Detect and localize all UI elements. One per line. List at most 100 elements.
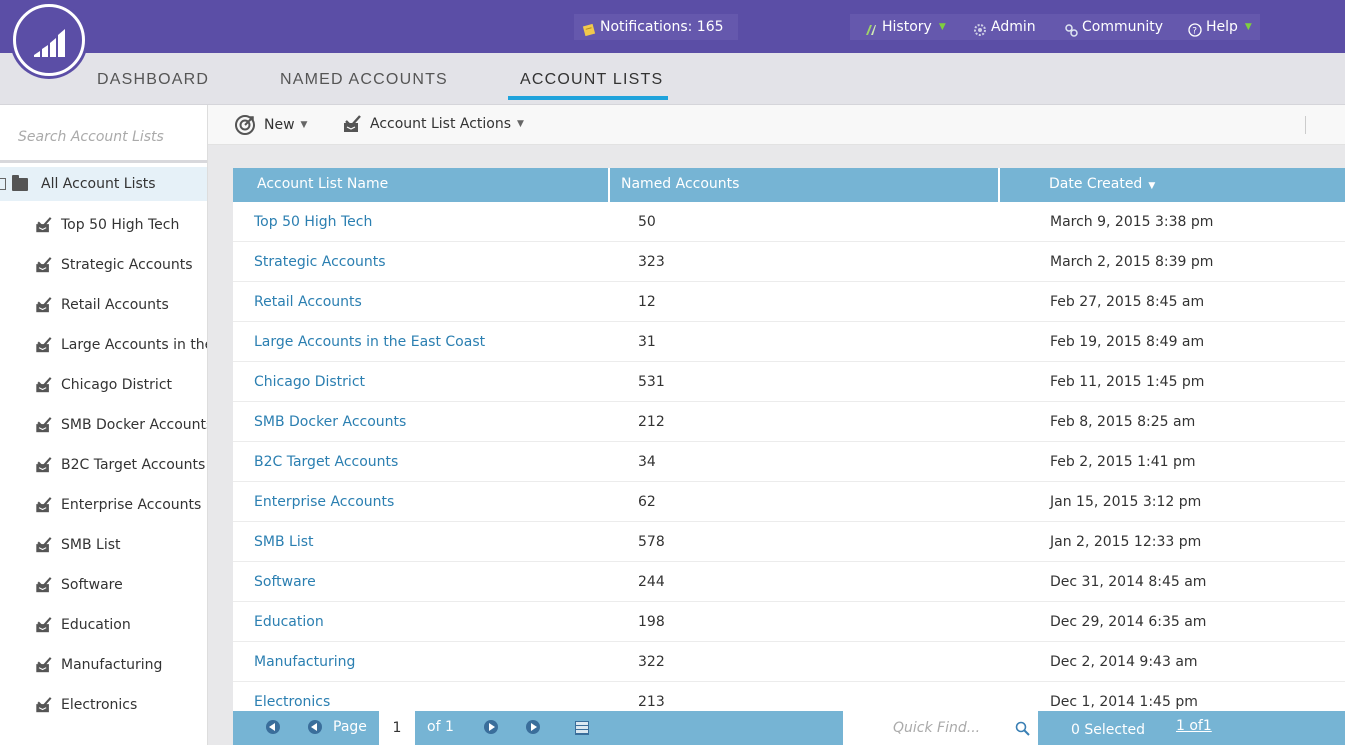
table-row[interactable]: Chicago District 531 Feb 11, 2015 1:45 pm	[233, 362, 1345, 402]
account-list-icon	[34, 656, 53, 674]
next-page-icon[interactable]	[484, 720, 498, 734]
sidebar-item[interactable]: Manufacturing	[0, 645, 207, 685]
account-list-name-link[interactable]: Electronics	[254, 694, 331, 710]
sidebar-item[interactable]: SMB List	[0, 525, 207, 565]
column-header-date-created[interactable]: Date Created ▼	[1000, 168, 1345, 202]
tab-account-lists[interactable]: ACCOUNT LISTS	[520, 71, 664, 88]
column-header-name[interactable]: Account List Name	[233, 168, 610, 202]
sidebar-item[interactable]: Education	[0, 605, 207, 645]
gear-icon	[973, 20, 987, 36]
date-created: March 9, 2015 3:38 pm	[1050, 214, 1214, 230]
account-list-name-link[interactable]: B2C Target Accounts	[254, 454, 399, 470]
logo-bars-icon	[34, 29, 65, 57]
help-menu[interactable]: ? Help ▼	[1188, 14, 1252, 40]
table-row[interactable]: Enterprise Accounts 62 Jan 15, 2015 3:12 p…	[233, 482, 1345, 522]
table-row[interactable]: Software 244 Dec 31, 2014 8:45 am	[233, 562, 1345, 602]
help-icon: ?	[1188, 20, 1202, 37]
search-icon[interactable]	[1015, 721, 1031, 741]
tab-dashboard[interactable]: DASHBOARD	[97, 71, 210, 88]
sidebar-item-label: Large Accounts in the	[61, 337, 207, 353]
sidebar-item-label: SMB Docker Accounts	[61, 417, 207, 433]
admin-link[interactable]: Admin	[973, 14, 1036, 40]
notifications-label: Notifications: 165	[600, 19, 724, 35]
page-range-link[interactable]: 1 of1	[1176, 718, 1212, 734]
first-page-icon[interactable]	[266, 720, 280, 734]
chevron-down-icon: ▼	[1244, 22, 1252, 32]
sidebar-item-label: Electronics	[61, 697, 138, 713]
sidebar-item[interactable]: Large Accounts in the	[0, 325, 207, 365]
sidebar-item-label: Top 50 High Tech	[61, 217, 180, 233]
account-list-name-link[interactable]: Retail Accounts	[254, 294, 362, 310]
named-accounts-count: 12	[638, 294, 656, 310]
account-list-name-link[interactable]: Top 50 High Tech	[254, 214, 373, 230]
account-list-name-link[interactable]: Strategic Accounts	[254, 254, 386, 270]
community-link[interactable]: Community	[1064, 14, 1163, 40]
table-row[interactable]: SMB Docker Accounts 212 Feb 8, 2015 8:25 a…	[233, 402, 1345, 442]
sidebar-item[interactable]: Strategic Accounts	[0, 245, 207, 285]
table-row[interactable]: Large Accounts in the East Coast 31 Feb 19…	[233, 322, 1345, 362]
table-row[interactable]: Retail Accounts 12 Feb 27, 2015 8:45 am	[233, 282, 1345, 322]
search-account-lists-input[interactable]	[18, 122, 208, 152]
page-number-input[interactable]	[379, 711, 415, 745]
new-label: New	[264, 117, 295, 133]
account-list-name-link[interactable]: Education	[254, 614, 324, 630]
sidebar-item[interactable]: Chicago District	[0, 365, 207, 405]
sidebar-item[interactable]: Retail Accounts	[0, 285, 207, 325]
table-row[interactable]: SMB List 578 Jan 2, 2015 12:33 pm	[233, 522, 1345, 562]
table-row[interactable]: Strategic Accounts 323 March 2, 2015 8:39 …	[233, 242, 1345, 282]
account-list-icon	[34, 536, 53, 554]
sidebar-item[interactable]: Software	[0, 565, 207, 605]
active-tab-indicator	[508, 96, 668, 100]
grid-settings-icon[interactable]	[575, 721, 589, 735]
tab-named-accounts[interactable]: NAMED ACCOUNTS	[280, 71, 448, 88]
sidebar-item[interactable]: Electronics	[0, 685, 207, 725]
tree-items: Top 50 High Tech Strategic Accounts Retail…	[0, 205, 207, 725]
date-created: Feb 2, 2015 1:41 pm	[1050, 454, 1196, 470]
account-list-name-link[interactable]: Software	[254, 574, 316, 590]
account-list-icon	[34, 696, 53, 714]
date-created: March 2, 2015 8:39 pm	[1050, 254, 1214, 270]
history-icon	[864, 20, 878, 35]
account-list-icon	[34, 456, 53, 474]
account-list-name-link[interactable]: Chicago District	[254, 374, 366, 390]
sort-desc-icon: ▼	[1148, 181, 1156, 191]
named-accounts-count: 213	[638, 694, 665, 710]
sidebar-item[interactable]: B2C Target Accounts	[0, 445, 207, 485]
account-list-name-link[interactable]: Manufacturing	[254, 654, 356, 670]
date-created: Dec 29, 2014 6:35 am	[1050, 614, 1207, 630]
marketo-logo[interactable]	[13, 4, 85, 76]
account-list-name-link[interactable]: Large Accounts in the East Coast	[254, 334, 486, 350]
history-menu[interactable]: History ▼	[864, 14, 946, 40]
named-accounts-count: 322	[638, 654, 665, 670]
column-header-date-created-label: Date Created	[1049, 176, 1143, 192]
table-row[interactable]: Education 198 Dec 29, 2014 6:35 am	[233, 602, 1345, 642]
collapse-icon[interactable]	[0, 178, 6, 190]
target-icon	[234, 114, 256, 136]
sidebar-item[interactable]: Enterprise Accounts	[0, 485, 207, 525]
table-row[interactable]: Manufacturing 322 Dec 2, 2014 9:43 am	[233, 642, 1345, 682]
history-label: History	[882, 19, 932, 35]
quick-find-input[interactable]	[893, 720, 1043, 736]
column-header-named-accounts[interactable]: Named Accounts	[610, 168, 1000, 202]
quick-find	[843, 711, 1043, 745]
last-page-icon[interactable]	[526, 720, 540, 734]
table-row[interactable]: Top 50 High Tech 50 March 9, 2015 3:38 pm	[233, 202, 1345, 242]
previous-page-icon[interactable]	[308, 720, 322, 734]
date-created: Feb 19, 2015 8:49 am	[1050, 334, 1205, 350]
sidebar: All Account Lists Top 50 High Tech Strate…	[0, 105, 208, 745]
table-row[interactable]: B2C Target Accounts 34 Feb 2, 2015 1:41 pm	[233, 442, 1345, 482]
table-row[interactable]: Electronics 213 Dec 1, 2014 1:45 pm	[233, 682, 1345, 711]
account-list-name-link[interactable]: SMB List	[254, 534, 314, 550]
sidebar-item[interactable]: SMB Docker Accounts	[0, 405, 207, 445]
tree-root-all-account-lists[interactable]: All Account Lists	[0, 167, 207, 201]
account-list-name-link[interactable]: Enterprise Accounts	[254, 494, 395, 510]
account-list-actions-button[interactable]: Account List Actions ▼	[342, 114, 524, 134]
chevron-down-icon: ▼	[938, 22, 946, 32]
date-created: Dec 1, 2014 1:45 pm	[1050, 694, 1198, 710]
sidebar-item[interactable]: Top 50 High Tech	[0, 205, 207, 245]
notifications-button[interactable]: Notifications: 165	[574, 14, 738, 40]
account-list-name-link[interactable]: SMB Docker Accounts	[254, 414, 407, 430]
account-list-icon	[34, 376, 53, 394]
new-button[interactable]: New ▼	[234, 114, 307, 136]
account-lists-grid: Account List Name Named Accounts Date Cr…	[233, 168, 1345, 711]
